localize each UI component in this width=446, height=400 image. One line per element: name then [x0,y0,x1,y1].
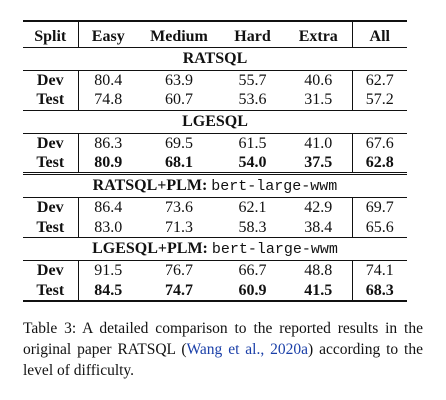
table-cell: 41.0 [304,134,333,152]
table-cell: 62.7 [351,70,407,90]
table-cell: 41.5 [285,280,352,302]
table-cell: 58.3 [238,218,267,236]
section-title: LGESQL [23,109,407,134]
table-cell: 61.5 [238,134,267,152]
header-easy: Easy [78,20,138,48]
table-cell: 69.5 [165,134,193,152]
table-row: Test 83.0 71.3 58.3 38.4 65.6 [23,217,407,238]
table-row: Test 80.9 68.1 54.0 37.5 62.8 [23,153,407,174]
row-split-label: Test [23,90,79,110]
header-all: All [351,20,407,48]
caption-text-after: ) according to the level of difficulty. [23,341,423,379]
table-cell: 86.3 [94,134,123,152]
section-header-row: RATSQL [23,47,407,71]
table-cell: 40.6 [304,71,333,89]
table-cell: 71.3 [165,218,193,236]
row-split-label: Dev [23,133,79,153]
table-cell: 80.9 [94,154,123,171]
table-cell: 84.5 [78,280,138,302]
section-header-row: RATSQL+PLM: bert-large-wwm [23,172,407,198]
caption-citation-link[interactable]: Wang et al., 2020a [186,341,309,358]
row-split-label: Dev [23,260,79,281]
row-split-label: Test [23,153,79,174]
table-cell: 62.1 [238,199,267,217]
table-cell: 67.6 [351,133,407,153]
section-header-row: LGESQL [23,109,407,134]
table-row: Test 84.5 74.7 60.9 41.5 68.3 [23,280,407,302]
row-split-label: Dev [23,197,79,218]
table-cell: 68.3 [351,280,407,302]
table-row: Dev 91.5 76.7 66.7 48.8 74.1 [23,260,407,281]
results-table-container: Split Easy Medium Hard Extra All RATSQL D… [23,20,407,302]
header-extra: Extra [285,20,352,48]
table-header-row: Split Easy Medium Hard Extra All [23,20,407,48]
table-cell: 53.6 [238,91,267,109]
table-cell: 74.8 [94,91,123,109]
table-cell: 63.9 [165,71,193,89]
table-cell: 76.7 [165,262,193,280]
table-caption: Table 3: A detailed comparison to the re… [23,318,423,381]
row-split-label: Test [23,217,79,238]
header-hard: Hard [220,20,285,48]
table-cell: 68.1 [165,154,193,171]
table-row: Test 74.8 60.7 53.6 31.5 57.2 [23,90,407,110]
caption-text-before: Table 3: A detailed comparison to the re… [23,320,423,358]
table-row: Dev 86.4 73.6 62.1 42.9 69.7 [23,197,407,218]
table-cell: 91.5 [94,262,123,280]
table-cell: 86.4 [94,199,123,217]
row-split-label: Dev [23,70,79,90]
section-header-row: LGESQL+PLM: bert-large-wwm [23,237,407,261]
section-title-text: RATSQL+PLM: [92,177,208,194]
table-row: Dev 86.3 69.5 61.5 41.0 67.6 [23,133,407,153]
table-body: RATSQL Dev 80.4 63.9 55.7 40.6 62.7 Test 74.8 60.… [23,47,407,302]
table-cell: 42.9 [304,199,333,217]
section-title-text: RATSQL [182,50,248,67]
table-cell: 54.0 [238,154,267,171]
section-title-model: bert-large-wwm [211,241,338,258]
section-title: RATSQL [23,47,407,71]
table-cell: 57.2 [351,90,407,110]
table-cell: 37.5 [304,154,333,171]
row-split-label: Test [23,280,79,302]
table-cell: 62.8 [351,153,407,174]
table-cell: 60.7 [165,91,193,109]
table-cell: 55.7 [238,71,267,89]
table-cell: 60.9 [220,280,285,302]
section-title: RATSQL+PLM: bert-large-wwm [23,172,407,198]
table-cell: 38.4 [304,218,333,236]
table-row: Dev 80.4 63.9 55.7 40.6 62.7 [23,70,407,90]
table-cell: 73.6 [165,199,193,217]
table-cell: 65.6 [351,217,407,238]
table-cell: 31.5 [304,91,333,109]
header-medium: Medium [138,20,220,48]
section-title-text: LGESQL+PLM: [92,240,208,257]
table-cell: 80.4 [94,71,123,89]
section-title: LGESQL+PLM: bert-large-wwm [23,237,407,261]
table-cell: 69.7 [351,197,407,218]
section-title-text: LGESQL [182,113,248,130]
table-cell: 74.1 [351,260,407,281]
table-cell: 48.8 [304,262,333,280]
table-cell: 74.7 [138,280,220,302]
section-title-model: bert-large-wwm [211,178,338,195]
header-split: Split [23,20,79,48]
table-cell: 83.0 [94,218,123,236]
table-cell: 66.7 [238,262,267,280]
difficulty-comparison-table: Split Easy Medium Hard Extra All RATSQL D… [23,20,407,302]
